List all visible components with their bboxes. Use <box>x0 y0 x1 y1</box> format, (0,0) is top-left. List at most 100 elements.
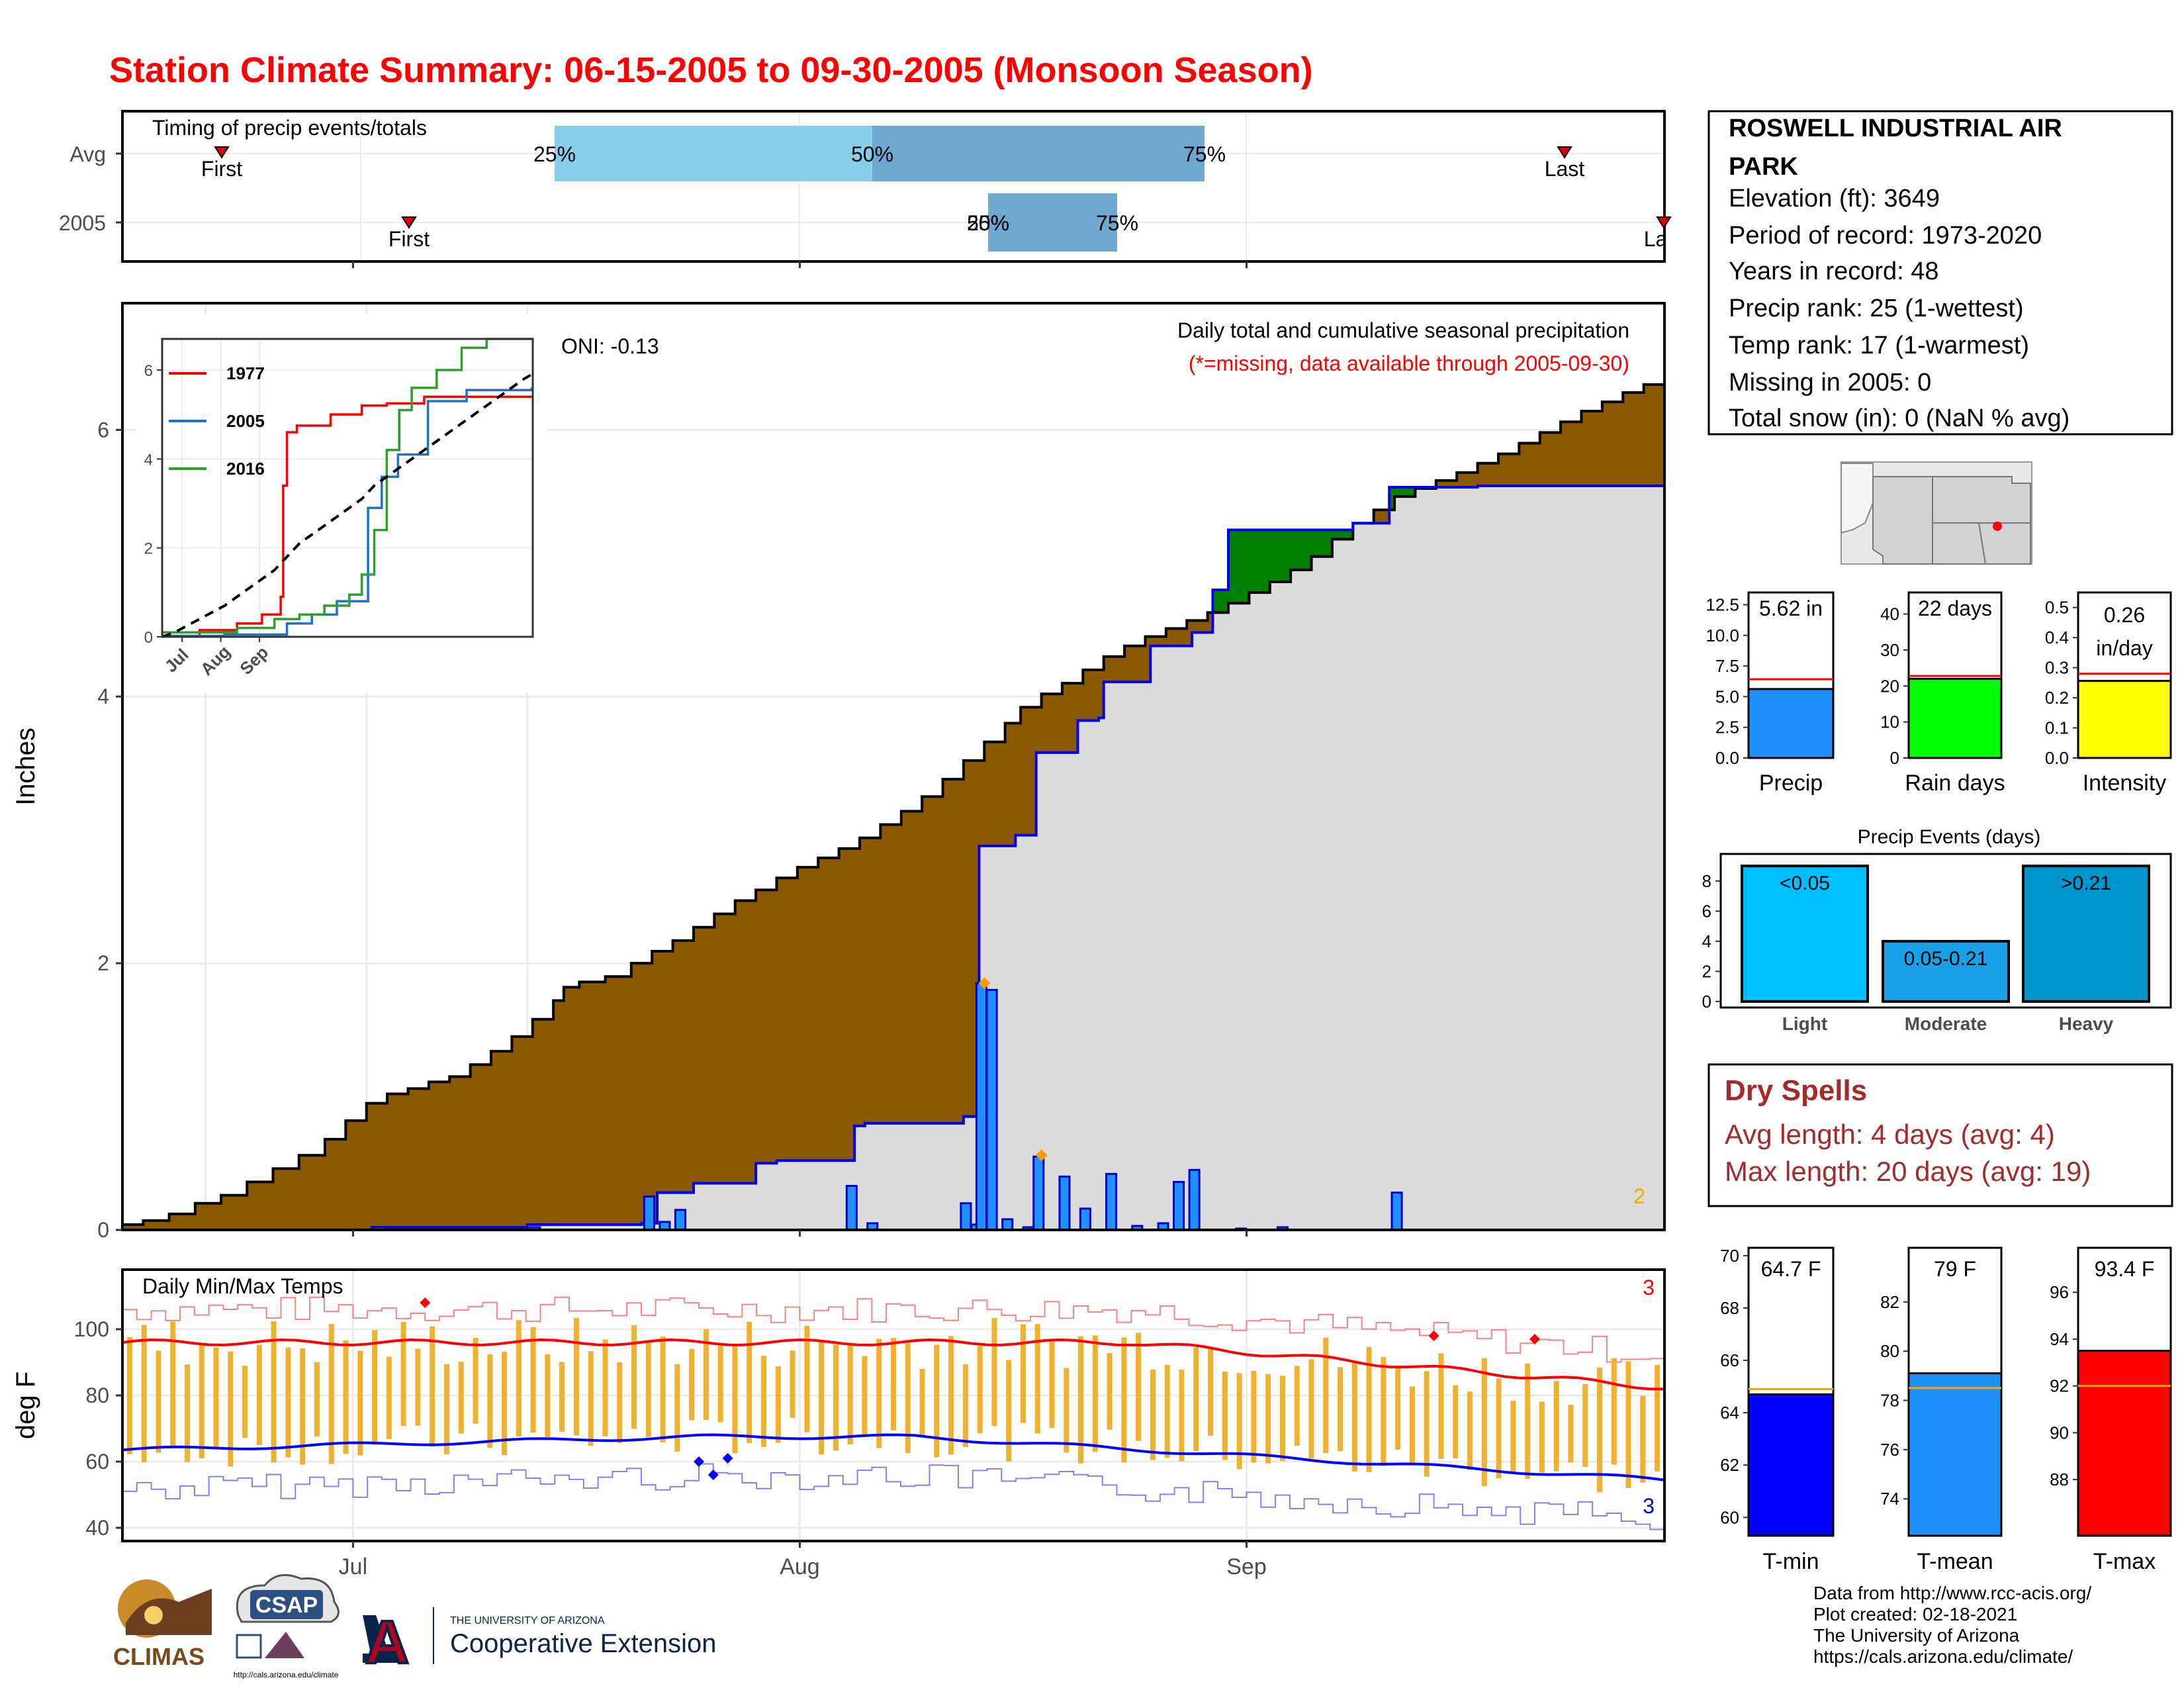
avg-q50-label: 50% <box>851 142 893 166</box>
daily-precip-bar-9 <box>975 982 988 1231</box>
daily-temp-bar-82 <box>1308 1359 1314 1459</box>
daily-precip-bar-14 <box>1058 1175 1071 1231</box>
temp-tick-label: 100 <box>74 1317 109 1341</box>
inset-legend-label-1977: 1977 <box>226 363 265 383</box>
inset-plot <box>161 338 533 638</box>
daily-temp-bar-29 <box>545 1354 551 1437</box>
climas-logo: CLIMAS <box>113 1579 212 1670</box>
avg-q75-label: 75% <box>1183 142 1226 166</box>
inset-legend: 1977 2005 2016 <box>169 363 265 479</box>
summary-chart-precip: 0.0 2.5 5.0 7.5 10.0 12.5 5.62 in Precip <box>1706 591 1835 796</box>
daily-temp-bar-46 <box>790 1350 796 1418</box>
daily-temp-bar-34 <box>617 1362 623 1444</box>
daily-temp-bar-77 <box>1236 1373 1242 1470</box>
temp-count-low: 3 <box>1643 1494 1655 1518</box>
daily-temp-bar-27 <box>516 1320 522 1436</box>
daily-temp-bar-102 <box>1597 1367 1603 1493</box>
record-marker-0 <box>978 977 991 990</box>
precip-frame <box>121 302 1666 1231</box>
temp-tick-label: 40 <box>85 1516 109 1540</box>
climas-wordmark: CLIMAS <box>113 1643 205 1670</box>
daily-precip-bar-5 <box>845 1185 858 1231</box>
daily-precip-bar-20 <box>1188 1168 1201 1231</box>
daily-temp-bar-66 <box>1078 1336 1084 1464</box>
figure-title: Station Climate Summary: 06-15-2005 to 0… <box>109 50 1313 90</box>
events-tick-label: 6 <box>1702 901 1711 921</box>
inset-series-average <box>161 373 533 638</box>
summary-chart-rain-days: 0 10 20 30 40 22 days Rain days <box>1880 591 2005 796</box>
summary-bar-intensity <box>2077 680 2172 759</box>
precip-plot <box>122 373 1666 1231</box>
summary-x-label-precip: Precip <box>1759 771 1823 796</box>
daily-temp-bar-83 <box>1323 1337 1329 1454</box>
daily-temp-bar-98 <box>1539 1401 1545 1473</box>
events-title: Precip Events (days) <box>1858 826 2041 848</box>
avg-last-label: Last <box>1545 157 1585 181</box>
daily-temp-bar-104 <box>1625 1361 1631 1489</box>
dry-spells-box: Dry Spells Avg length: 4 days (avg: 4) M… <box>1707 1063 2173 1207</box>
timing-label: Timing of precip events/totals <box>152 116 427 140</box>
daily-temp-bar-97 <box>1525 1363 1531 1479</box>
y2005-first-label: First <box>388 227 430 251</box>
avg-tmin-line <box>122 1433 1665 1481</box>
daily-temp-bar-59 <box>977 1346 983 1434</box>
y2005-q50-q75-bar <box>988 193 1117 252</box>
daily-temp-bar-44 <box>761 1356 767 1447</box>
station-temp-rank: Temp rank: 17 (1-warmest) <box>1729 332 2029 359</box>
summary-bar-tmin <box>1747 1393 1835 1537</box>
summary-bar-charts: 0.0 2.5 5.0 7.5 10.0 12.5 5.62 in Precip 0 10 20 30… <box>1706 591 2172 1574</box>
precip-panel: 0 2 4 6 Inches ONI: -0.13 Daily total and c… <box>11 302 1666 1242</box>
summary-tick-label: 0.3 <box>2045 658 2069 678</box>
record-low-marker-0 <box>694 1456 705 1467</box>
station-info-box: ROSWELL INDUSTRIAL AIR PARK Elevation (f… <box>1707 110 2173 436</box>
summary-bar-rain-days <box>1907 677 2003 759</box>
csap-url: http://cals.arizona.edu/climate <box>234 1670 339 1679</box>
daily-temp-bar-51 <box>862 1356 868 1436</box>
daily-temp-bar-55 <box>919 1368 925 1438</box>
daily-temp-bar-13 <box>314 1362 320 1437</box>
locator-map <box>1841 461 2032 565</box>
station-name-line1: ROSWELL INDUSTRIAL AIR <box>1729 115 2062 142</box>
daily-temp-bar-90 <box>1424 1371 1430 1477</box>
daily-temp-bar-53 <box>891 1338 896 1430</box>
events-category-heavy: Heavy <box>2059 1013 2114 1034</box>
daily-temp-bar-38 <box>674 1364 680 1452</box>
inset-y-tick-label: 6 <box>144 362 153 380</box>
summary-tick-label: 0.5 <box>2045 598 2069 618</box>
summary-chart-tmax: 88 90 92 94 96 93.4 F T-max <box>2050 1246 2172 1574</box>
daily-temp-bar-62 <box>1020 1324 1026 1423</box>
daily-temp-bar-105 <box>1640 1395 1646 1483</box>
summary-tick-label: 82 <box>1880 1292 1899 1312</box>
inset-series-2016 <box>162 338 533 634</box>
daily-temp-bar-30 <box>559 1362 565 1432</box>
footer-line-3: The University of Arizona <box>1813 1625 2020 1646</box>
daily-temp-bar-20 <box>415 1348 421 1426</box>
daily-temp-bar-12 <box>300 1348 306 1465</box>
oni-label: ONI: -0.13 <box>561 334 659 358</box>
daily-temp-bar-52 <box>876 1338 882 1448</box>
daily-temp-bar-81 <box>1294 1366 1300 1446</box>
station-name-line2: PARK <box>1729 153 1798 181</box>
summary-tick-label: 62 <box>1720 1455 1739 1475</box>
precip-tick-label: 0 <box>97 1218 109 1242</box>
events-category-moderate: Moderate <box>1905 1013 1987 1034</box>
summary-bar-precip <box>1747 688 1835 759</box>
record-high-marker-0 <box>420 1297 431 1308</box>
summary-tick-label: 66 <box>1720 1350 1739 1370</box>
daily-temp-bar-67 <box>1092 1335 1098 1452</box>
record-high-marker-2 <box>1529 1334 1541 1344</box>
avg-last-marker <box>1557 146 1572 159</box>
daily-temp-bar-18 <box>386 1356 392 1439</box>
temp-tick-label: 60 <box>85 1450 109 1474</box>
summary-tick-label: 10.0 <box>1706 626 1739 645</box>
daily-precip-bar-13 <box>1032 1155 1045 1231</box>
inset-frame <box>161 338 534 638</box>
timing-row-avg: Avg <box>69 142 106 166</box>
daily-temp-bar-6 <box>213 1347 219 1448</box>
daily-temp-bar-3 <box>170 1321 176 1446</box>
temp-plot <box>122 1296 1665 1530</box>
map-neighbor-state <box>1841 463 1874 534</box>
daily-temp-bar-56 <box>934 1344 940 1458</box>
daily-temp-bar-75 <box>1208 1347 1214 1436</box>
daily-temp-bar-49 <box>833 1344 839 1451</box>
